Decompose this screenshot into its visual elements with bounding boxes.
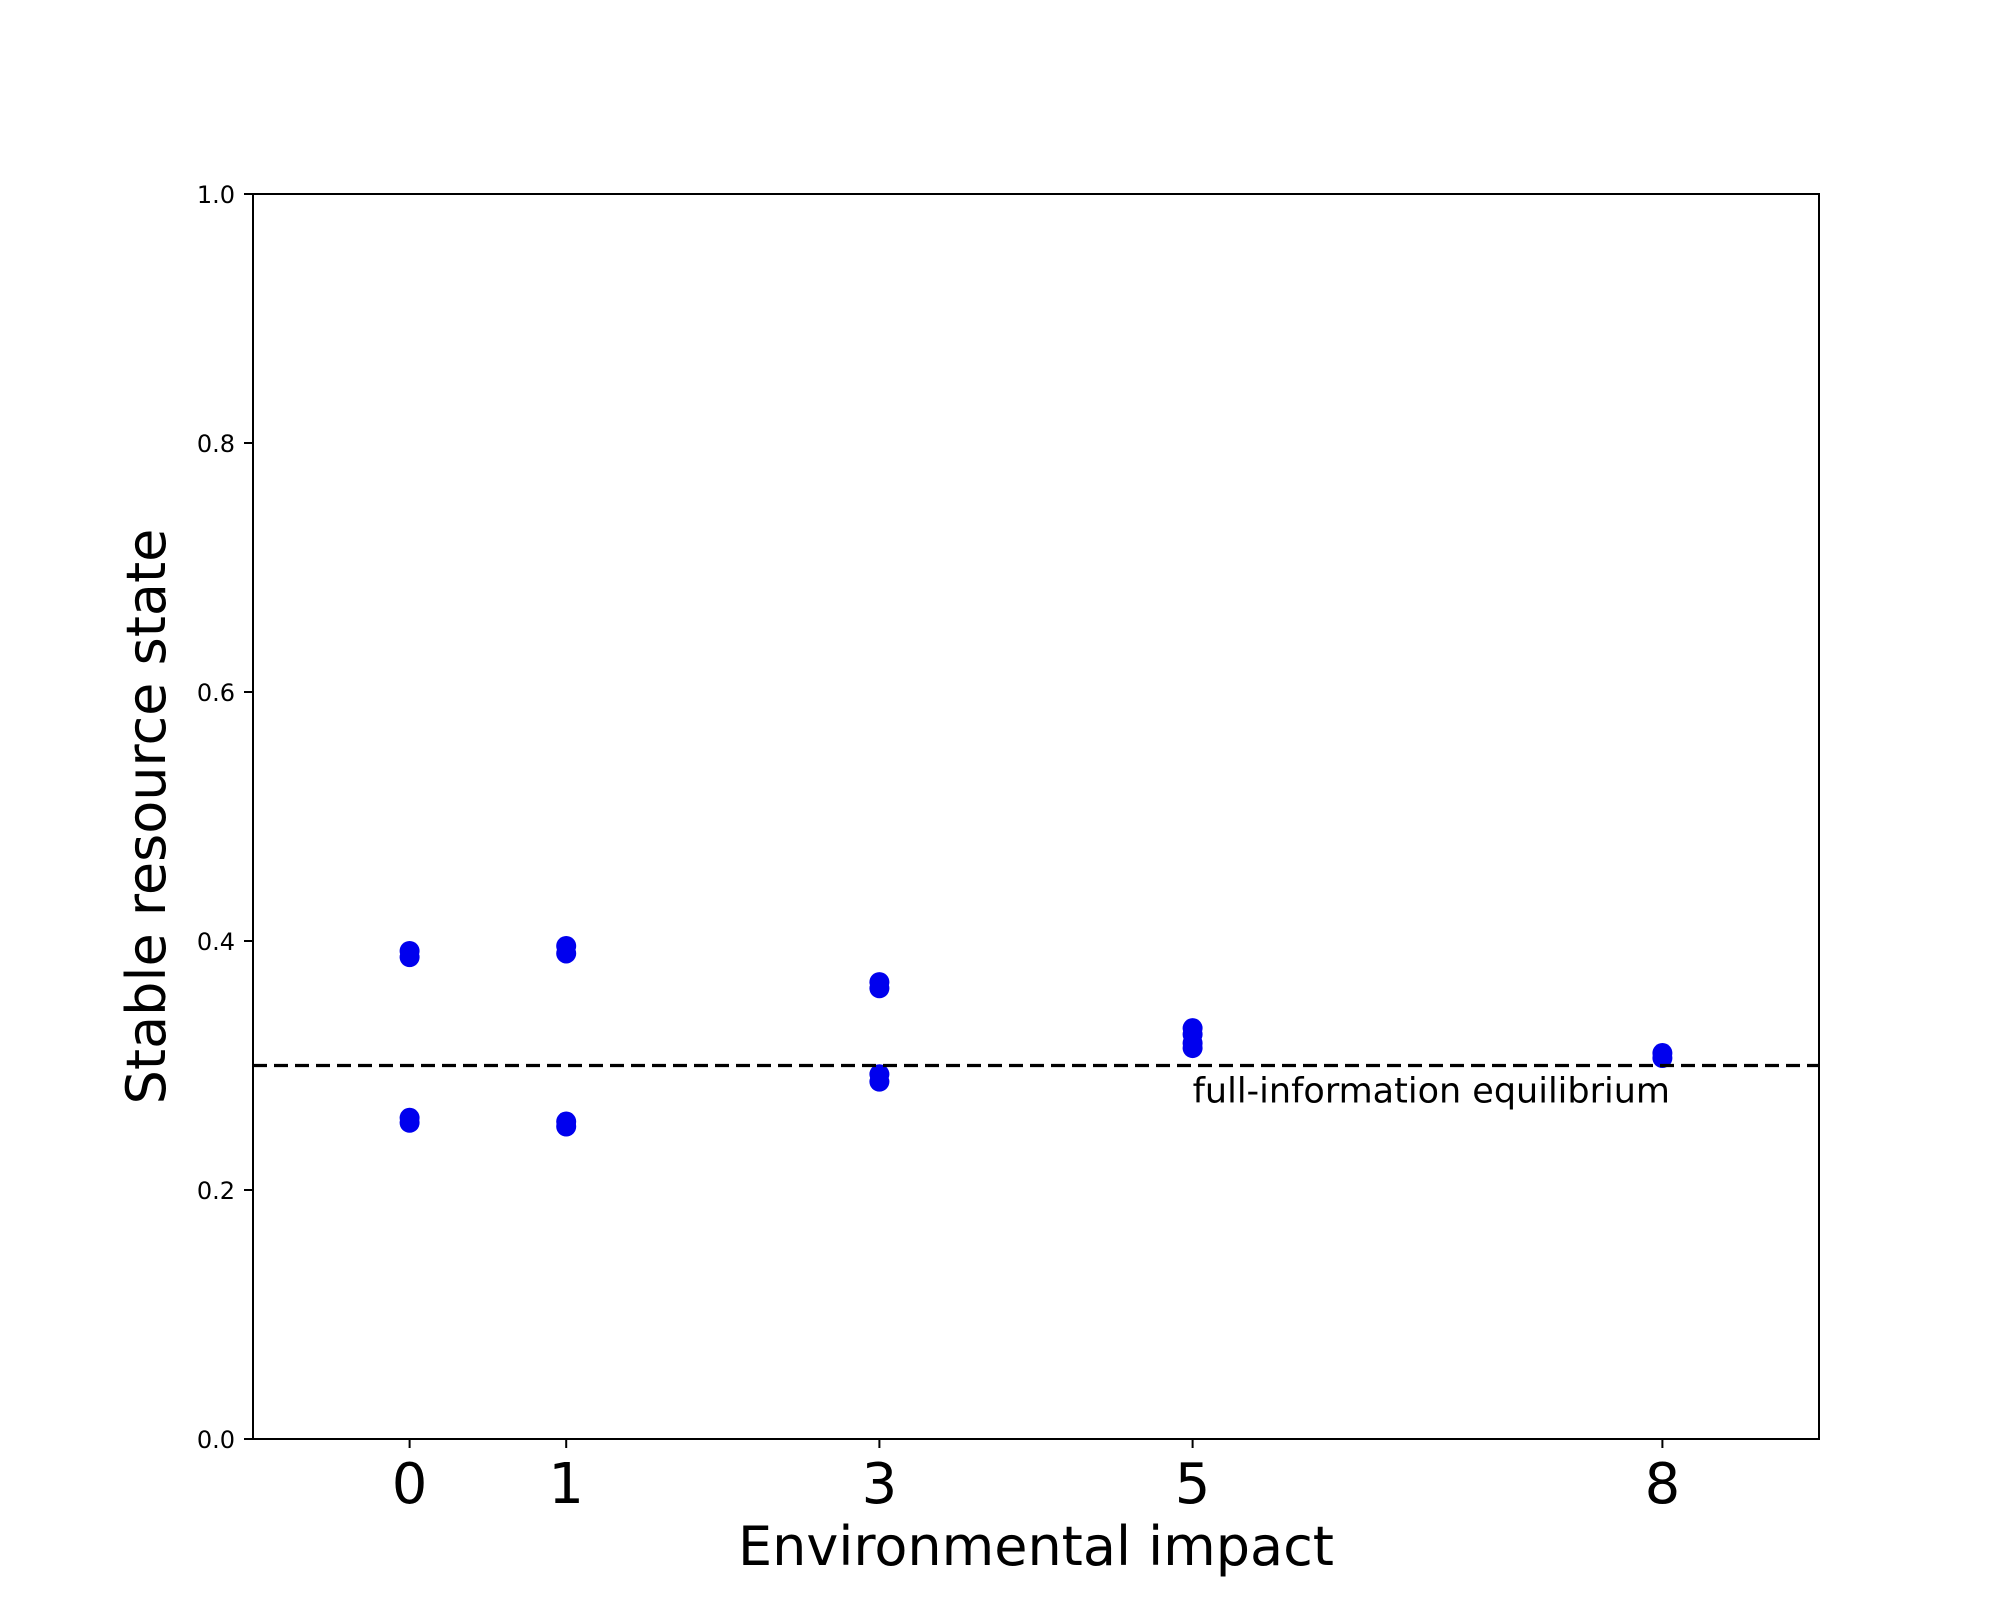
data-point <box>1652 1048 1673 1069</box>
x-axis-ticks: 0 1 3 5 8 <box>392 1439 1680 1517</box>
x-tick-label: 3 <box>862 1452 898 1517</box>
y-tick-label: 0.8 <box>197 430 235 458</box>
x-tick-label: 5 <box>1175 1452 1211 1517</box>
y-tick-label: 0.4 <box>197 928 235 956</box>
y-tick-label: 0.2 <box>197 1177 235 1205</box>
plot-frame <box>252 193 1820 1440</box>
y-tick-label: 0.0 <box>197 1426 235 1454</box>
x-axis-label: Environmental impact <box>738 1515 1334 1578</box>
x-tick-label: 0 <box>392 1452 428 1517</box>
y-axis-ticks: 0.0 0.2 0.4 0.6 0.8 1.0 <box>197 181 253 1454</box>
plot-layer <box>399 935 1673 1137</box>
y-axis-label: Stable resource state <box>115 529 178 1105</box>
y-tick-label: 1.0 <box>197 181 235 209</box>
y-tick-label: 0.6 <box>197 679 235 707</box>
data-point <box>556 1116 577 1137</box>
data-point <box>869 978 890 999</box>
x-tick-label: 1 <box>548 1452 584 1517</box>
data-point <box>869 1071 890 1092</box>
data-point <box>399 1112 420 1133</box>
data-point <box>556 943 577 964</box>
reference-line-annotation: full-information equilibrium <box>1193 1072 1670 1112</box>
data-point <box>399 947 420 968</box>
x-tick-label: 8 <box>1645 1452 1681 1517</box>
data-point <box>1182 1038 1203 1059</box>
